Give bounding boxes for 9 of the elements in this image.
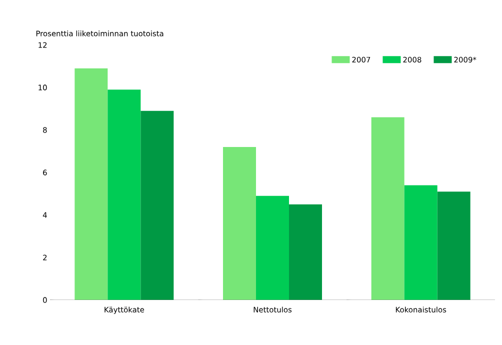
bar [108,90,141,300]
bar [140,110,174,300]
bar [437,192,470,300]
bar [256,196,290,300]
bar [289,204,322,300]
bar [74,68,108,300]
bar [371,117,404,300]
bar [404,185,438,300]
bar [223,147,256,300]
